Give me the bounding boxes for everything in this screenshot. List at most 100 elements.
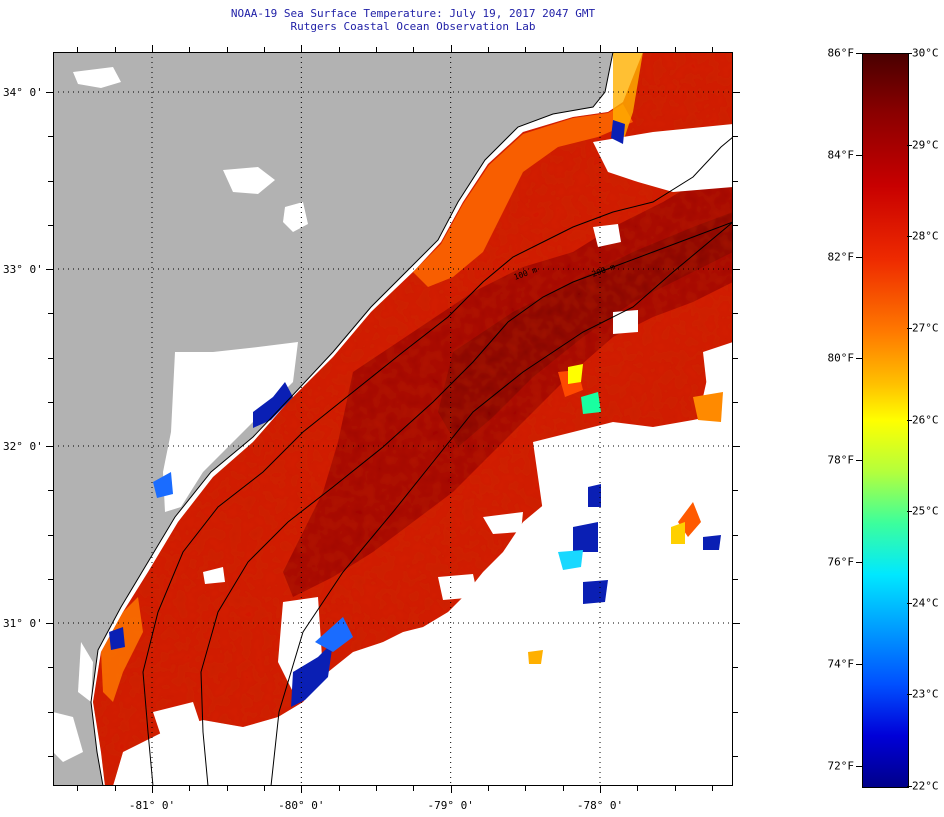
colorbar-fahrenheit-label: 80°F [827,351,855,365]
axis-tick [48,756,53,757]
isobath-100m [142,136,733,786]
axis-tick [339,47,340,52]
map-subtitle: Rutgers Coastal Ocean Observation Lab [290,20,536,33]
axis-tick [376,786,377,791]
colorbar-celsius-label: 28°C [912,229,939,243]
axis-tick [733,756,738,757]
colorbar-tick [856,664,862,665]
colorbar-tick [856,460,862,461]
colorbar-celsius-label: 26°C [912,413,939,426]
axis-tick [733,623,740,624]
axis-tick [48,490,53,491]
axis-tick [48,535,53,536]
axis-tick [733,535,738,536]
axis-tick [48,313,53,314]
colorbar-celsius-label: 30°C [912,46,939,60]
colorbar-tick [856,358,862,359]
lon-label: -79° 0' [427,799,474,812]
map-title: NOAA-19 Sea Surface Temperature: July 19… [230,7,596,20]
axis-tick [77,786,78,791]
axis-tick [115,47,116,52]
colorbar [862,53,909,788]
cold-patch-1 [291,642,333,707]
axis-tick [733,136,738,137]
colorbar-tick [907,511,912,512]
graticule [53,52,733,786]
axis-tick [376,47,377,52]
axis-tick [733,269,740,270]
axis-tick [46,623,53,624]
axis-tick [48,181,53,182]
colorbar-celsius-label: 24°C [912,596,939,610]
axis-tick [451,786,452,793]
lat-label: 34° 0' [3,86,43,99]
axis-tick [152,786,153,793]
coastline [90,52,614,786]
axis-tick [48,712,53,713]
axis-tick [733,446,740,447]
axis-tick [46,269,53,270]
colorbar-tick [907,420,912,421]
colorbar-tick [907,603,912,604]
colorbar-fahrenheit-label: 76°F [827,555,855,569]
colorbar-fahrenheit-label: 86°F [827,46,855,60]
axis-tick [733,402,738,403]
axis-tick [48,136,53,137]
axis-tick [301,45,302,52]
axis-tick [264,786,265,791]
axis-tick [77,47,78,52]
axis-tick [675,47,676,52]
colorbar-celsius-label: 25°C [912,504,939,518]
axis-tick [413,786,414,791]
lat-label: 31° 0' [3,617,43,630]
lon-label: -80° 0' [278,799,325,812]
axis-tick [48,225,53,226]
axis-tick [733,92,740,93]
colorbar-fahrenheit-label: 78°F [827,453,855,467]
colorbar-tick [856,562,862,563]
colorbar-tick [907,694,912,695]
colorbar-tick [856,257,862,258]
colorbar-tick [856,766,862,767]
colorbar-tick [856,155,862,156]
colorbar-tick [907,236,912,237]
colorbar-fahrenheit-label: 74°F [827,657,855,671]
sst-map: 100 m 200 m [53,52,733,786]
colorbar-fahrenheit-label: 72°F [827,759,855,773]
colorbar-tick [907,53,912,54]
axis-tick [733,225,738,226]
isobath-200m [200,221,733,786]
land-mass [53,52,613,786]
axis-tick [733,490,738,491]
axis-tick [563,786,564,791]
axis-tick [712,786,713,791]
axis-tick [152,45,153,52]
axis-tick [525,47,526,52]
lat-label: 32° 0' [3,440,43,453]
lon-label: -81° 0' [128,799,176,812]
axis-tick [675,786,676,791]
axis-tick [451,45,452,52]
sst-nearshore-band [413,104,633,287]
axis-tick [563,47,564,52]
axis-tick [339,786,340,791]
axis-tick [525,786,526,791]
axis-tick [46,92,53,93]
colorbar-tick [856,53,862,54]
shelf-line [270,221,733,786]
lat-label: 33° 0' [3,263,43,276]
axis-tick [301,786,302,793]
axis-tick [115,786,116,791]
axis-tick [733,579,738,580]
axis-tick [48,402,53,403]
colorbar-tick [907,145,912,146]
colorbar-celsius-label: 23°C [912,687,939,701]
axis-tick [189,47,190,52]
axis-tick [227,786,228,791]
axis-tick [637,47,638,52]
axis-tick [488,47,489,52]
axis-tick [48,579,53,580]
axis-tick [46,446,53,447]
axis-tick [600,45,601,52]
axis-tick [637,786,638,791]
